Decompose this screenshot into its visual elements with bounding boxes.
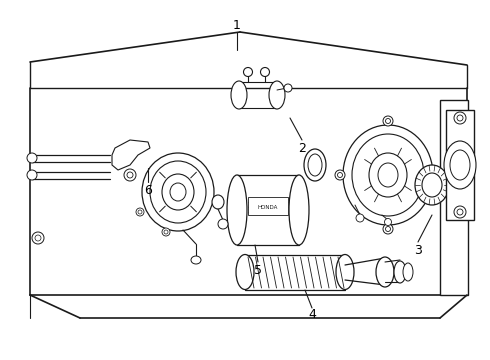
Ellipse shape xyxy=(244,68,252,77)
Ellipse shape xyxy=(376,257,394,287)
Ellipse shape xyxy=(162,174,194,210)
Ellipse shape xyxy=(403,263,413,281)
Text: 1: 1 xyxy=(233,18,241,32)
Circle shape xyxy=(454,112,466,124)
Text: 5: 5 xyxy=(254,264,262,276)
Ellipse shape xyxy=(378,163,398,187)
Ellipse shape xyxy=(142,153,214,231)
Circle shape xyxy=(27,170,37,180)
Circle shape xyxy=(164,230,168,234)
Ellipse shape xyxy=(415,165,449,205)
Text: 4: 4 xyxy=(308,309,316,321)
Ellipse shape xyxy=(231,81,247,109)
Ellipse shape xyxy=(170,183,186,201)
Circle shape xyxy=(284,84,292,92)
Polygon shape xyxy=(440,100,468,295)
Text: 2: 2 xyxy=(298,141,306,154)
Text: 6: 6 xyxy=(144,184,152,197)
Text: HONDA: HONDA xyxy=(258,204,278,210)
Circle shape xyxy=(431,170,441,180)
Circle shape xyxy=(136,208,144,216)
Ellipse shape xyxy=(304,149,326,181)
Text: 3: 3 xyxy=(414,243,422,257)
Circle shape xyxy=(127,172,133,178)
Ellipse shape xyxy=(394,261,406,283)
Ellipse shape xyxy=(212,195,224,209)
Circle shape xyxy=(385,219,392,225)
Ellipse shape xyxy=(191,256,201,264)
Ellipse shape xyxy=(369,153,407,197)
Ellipse shape xyxy=(450,150,470,180)
Circle shape xyxy=(338,172,343,177)
Ellipse shape xyxy=(308,154,322,176)
Ellipse shape xyxy=(269,81,285,109)
Circle shape xyxy=(454,206,466,218)
Ellipse shape xyxy=(261,68,270,77)
Circle shape xyxy=(138,210,142,214)
Circle shape xyxy=(35,235,41,241)
Circle shape xyxy=(386,118,391,123)
Circle shape xyxy=(457,115,463,121)
Circle shape xyxy=(124,169,136,181)
Ellipse shape xyxy=(422,173,442,197)
Ellipse shape xyxy=(236,255,254,289)
Circle shape xyxy=(434,172,439,177)
Ellipse shape xyxy=(150,161,206,223)
Circle shape xyxy=(383,116,393,126)
Circle shape xyxy=(386,226,391,231)
Circle shape xyxy=(457,209,463,215)
FancyBboxPatch shape xyxy=(248,197,288,215)
Ellipse shape xyxy=(444,141,476,189)
Circle shape xyxy=(162,228,170,236)
Ellipse shape xyxy=(352,134,424,216)
Circle shape xyxy=(27,153,37,163)
Ellipse shape xyxy=(336,255,354,289)
Ellipse shape xyxy=(289,175,309,245)
Polygon shape xyxy=(112,140,150,170)
Ellipse shape xyxy=(343,125,433,225)
Circle shape xyxy=(335,170,345,180)
Circle shape xyxy=(383,224,393,234)
Polygon shape xyxy=(446,110,474,220)
Ellipse shape xyxy=(218,219,228,229)
Ellipse shape xyxy=(227,175,247,245)
Circle shape xyxy=(32,232,44,244)
Circle shape xyxy=(356,214,364,222)
